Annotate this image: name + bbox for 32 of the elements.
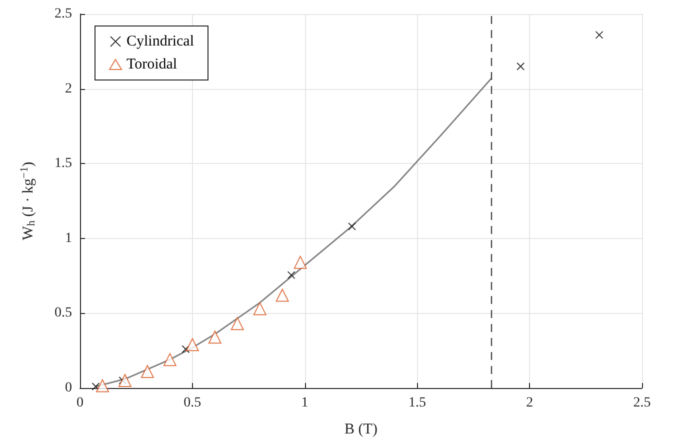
y-tick-label: 1.5 bbox=[54, 156, 72, 172]
y-tick-label: 0.5 bbox=[54, 306, 72, 321]
point bbox=[276, 288, 289, 302]
y-tick-label: 1 bbox=[65, 230, 72, 246]
point bbox=[595, 30, 604, 39]
x-tick-label: 1.5 bbox=[408, 396, 426, 410]
x-tick-label: 1 bbox=[301, 396, 308, 410]
x-axis-title: B (T) bbox=[344, 422, 378, 438]
point bbox=[182, 345, 190, 354]
point bbox=[230, 317, 244, 330]
point bbox=[163, 353, 176, 366]
legend-label: Toroidal bbox=[126, 56, 178, 72]
point bbox=[294, 256, 307, 269]
x-tick-label: 0.5 bbox=[184, 396, 202, 410]
y-axis-title: Wh (J · kg−1) bbox=[18, 162, 38, 240]
y-tick-label: 2 bbox=[65, 81, 72, 96]
point bbox=[348, 222, 356, 230]
x-tick-label: 0 bbox=[76, 396, 84, 410]
y-tick-label: 2.5 bbox=[54, 6, 72, 22]
point bbox=[287, 271, 296, 280]
point bbox=[253, 302, 266, 316]
point bbox=[140, 365, 154, 378]
y-tick-label: 0 bbox=[65, 380, 72, 396]
point bbox=[92, 382, 100, 391]
point bbox=[208, 330, 222, 344]
point bbox=[118, 374, 132, 388]
x-tick-label: 2 bbox=[526, 396, 534, 410]
point bbox=[186, 338, 199, 352]
x-tick-label: 2.5 bbox=[633, 396, 651, 410]
point bbox=[516, 62, 525, 70]
point bbox=[96, 379, 109, 392]
legend-label: Cylindrical bbox=[126, 34, 194, 50]
